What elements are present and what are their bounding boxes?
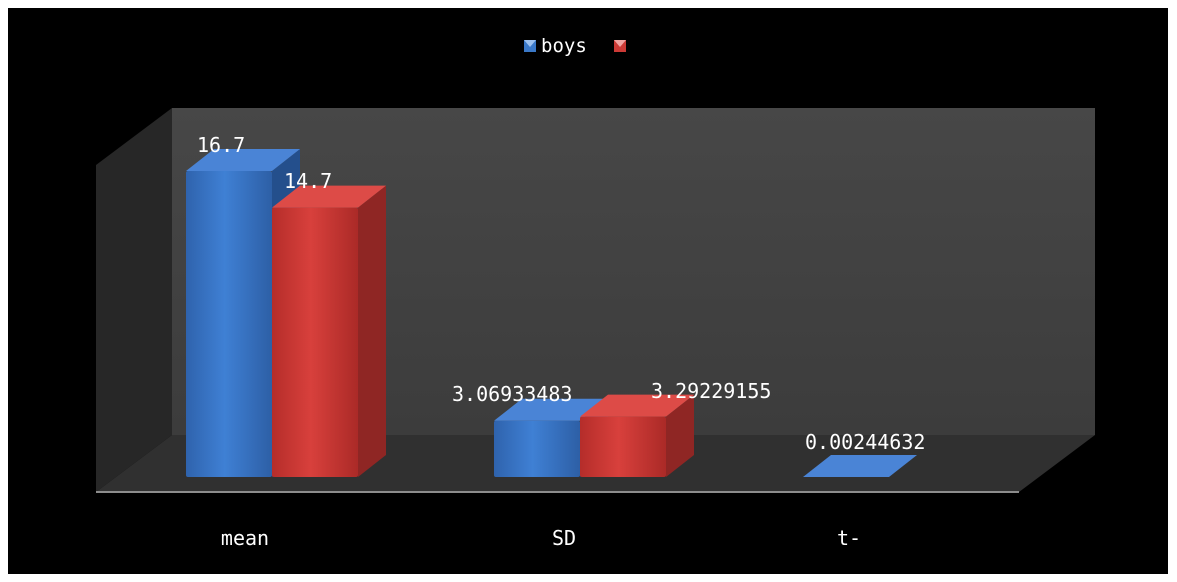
category-label-mean: mean bbox=[221, 526, 269, 550]
legend-swatch-boys-bevel bbox=[524, 40, 536, 47]
bar-top-face bbox=[803, 454, 917, 477]
bar-side-face bbox=[358, 185, 386, 477]
bar-front-face bbox=[494, 420, 580, 477]
bar-top-face bbox=[272, 185, 386, 208]
bar-front-face bbox=[580, 416, 666, 477]
bar-top-face bbox=[186, 149, 300, 171]
data-label-series-1-sd: 3.06933483 bbox=[452, 382, 572, 406]
legend: boys bbox=[524, 35, 626, 57]
bar-chart: boys 16.7 14.7 3.06933483 3.29229155 0.00244… bbox=[96, 35, 1095, 550]
data-label-series-2-sd: 3.29229155 bbox=[651, 379, 771, 403]
category-label-sd: SD bbox=[552, 526, 576, 550]
legend-item-boys[interactable]: boys bbox=[524, 35, 587, 57]
category-label-t: t- bbox=[837, 526, 861, 550]
bars-layer: 16.7 14.7 3.06933483 3.29229155 0.00244632 bbox=[186, 133, 925, 477]
legend-item-series-2[interactable] bbox=[614, 40, 626, 52]
bar-front-face bbox=[272, 207, 358, 477]
data-label-series-1-mean: 16.7 bbox=[197, 133, 245, 157]
bar-series-1-t[interactable] bbox=[803, 454, 917, 477]
legend-swatch-series-2-bevel bbox=[614, 40, 626, 47]
bar-series-2-mean[interactable] bbox=[272, 185, 386, 477]
legend-label-boys: boys bbox=[541, 35, 587, 57]
chart-frame: boys 16.7 14.7 3.06933483 3.29229155 0.00244… bbox=[8, 8, 1168, 574]
bar-front-face bbox=[186, 171, 272, 477]
chart-side-wall bbox=[96, 108, 172, 492]
bar-side-face bbox=[666, 394, 694, 477]
bar-top-face bbox=[494, 398, 608, 421]
bar-series-2-sd[interactable] bbox=[580, 394, 694, 477]
data-label-series-1-t: 0.00244632 bbox=[805, 430, 925, 454]
bar-top-face bbox=[580, 394, 694, 417]
data-label-series-2-mean: 14.7 bbox=[284, 169, 332, 193]
